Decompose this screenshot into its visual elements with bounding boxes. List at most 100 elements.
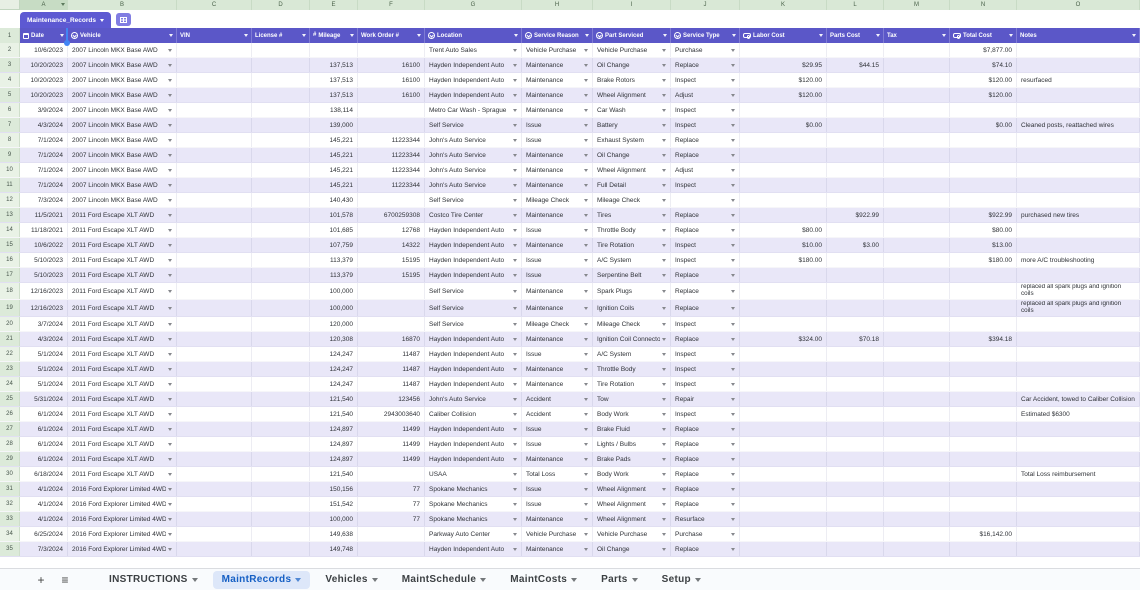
chevron-down-icon[interactable] xyxy=(513,138,517,142)
cell[interactable] xyxy=(1017,223,1140,237)
cell[interactable]: 149,638 xyxy=(310,527,358,541)
chevron-down-icon[interactable] xyxy=(584,153,588,157)
cell[interactable]: 124,247 xyxy=(310,362,358,376)
column-header-date[interactable]: Date xyxy=(20,28,68,43)
cell[interactable] xyxy=(358,193,425,207)
cell[interactable]: Trent Auto Sales xyxy=(425,43,522,57)
cell[interactable] xyxy=(827,253,884,267)
cell[interactable]: Ignition Coil Connectors xyxy=(593,332,671,346)
cell[interactable]: 145,221 xyxy=(310,148,358,162)
filter-icon[interactable] xyxy=(244,34,248,37)
cell[interactable]: Inspect xyxy=(671,377,740,391)
filter-icon[interactable] xyxy=(942,34,946,37)
cell[interactable] xyxy=(177,88,252,102)
cell[interactable]: Replace xyxy=(671,452,740,466)
cell[interactable]: 3/7/2024 xyxy=(20,317,68,331)
chevron-down-icon[interactable] xyxy=(480,577,487,582)
cell[interactable]: Issue xyxy=(522,133,593,147)
row-number[interactable]: 33 xyxy=(0,512,20,526)
cell[interactable]: $10.00 xyxy=(740,238,827,252)
cell[interactable] xyxy=(827,103,884,117)
chevron-down-icon[interactable] xyxy=(662,123,666,127)
chevron-down-icon[interactable] xyxy=(168,472,172,476)
cell[interactable]: Car Wash xyxy=(593,103,671,117)
cell[interactable]: Brake Pads xyxy=(593,452,671,466)
cell[interactable]: 2011 Ford Escape XLT AWD xyxy=(68,437,177,451)
cell[interactable]: 11499 xyxy=(358,422,425,436)
chevron-down-icon[interactable] xyxy=(662,258,666,262)
chevron-down-icon[interactable] xyxy=(584,306,588,310)
cell[interactable] xyxy=(252,133,310,147)
cell[interactable]: $3.00 xyxy=(827,238,884,252)
chevron-down-icon[interactable] xyxy=(168,228,172,232)
cell[interactable] xyxy=(177,43,252,57)
cell[interactable]: Replace xyxy=(671,148,740,162)
chevron-down-icon[interactable] xyxy=(584,382,588,386)
cell[interactable]: Hayden Independent Auto xyxy=(425,238,522,252)
chevron-down-icon[interactable] xyxy=(731,487,735,491)
cell[interactable] xyxy=(252,163,310,177)
chevron-down-icon[interactable] xyxy=(584,427,588,431)
chevron-down-icon[interactable] xyxy=(731,322,735,326)
cell[interactable]: 6/1/2024 xyxy=(20,407,68,421)
cell[interactable] xyxy=(740,193,827,207)
cell[interactable] xyxy=(740,148,827,162)
cell[interactable]: Tire Rotation xyxy=(593,377,671,391)
chevron-down-icon[interactable] xyxy=(662,289,666,293)
chevron-down-icon[interactable] xyxy=(168,273,172,277)
cell[interactable] xyxy=(177,437,252,451)
row-number[interactable]: 2 xyxy=(0,43,20,57)
cell[interactable] xyxy=(884,223,950,237)
chevron-down-icon[interactable] xyxy=(191,577,198,582)
cell[interactable] xyxy=(252,392,310,406)
chevron-down-icon[interactable] xyxy=(513,517,517,521)
cell[interactable] xyxy=(884,133,950,147)
cell[interactable] xyxy=(1017,437,1140,451)
chevron-down-icon[interactable] xyxy=(513,427,517,431)
cell[interactable]: Tow xyxy=(593,392,671,406)
cell[interactable] xyxy=(1017,377,1140,391)
cell[interactable]: 6/18/2024 xyxy=(20,467,68,481)
chevron-down-icon[interactable] xyxy=(513,228,517,232)
cell[interactable] xyxy=(950,512,1017,526)
row-number[interactable]: 5 xyxy=(0,88,20,102)
cell[interactable] xyxy=(177,467,252,481)
chevron-down-icon[interactable] xyxy=(731,108,735,112)
cell[interactable] xyxy=(252,73,310,87)
chevron-down-icon[interactable] xyxy=(731,78,735,82)
cell[interactable] xyxy=(884,73,950,87)
cell[interactable]: Accident xyxy=(522,392,593,406)
row-number[interactable]: 8 xyxy=(0,133,20,147)
chevron-down-icon[interactable] xyxy=(168,108,172,112)
filter-icon[interactable] xyxy=(169,34,173,37)
cell[interactable]: A/C System xyxy=(593,347,671,361)
cell[interactable]: 113,379 xyxy=(310,268,358,282)
cell[interactable]: 124,247 xyxy=(310,347,358,361)
cell[interactable] xyxy=(1017,133,1140,147)
chevron-down-icon[interactable] xyxy=(513,382,517,386)
tab-parts[interactable]: Parts xyxy=(592,571,647,589)
cell[interactable] xyxy=(252,238,310,252)
cell[interactable]: $394.18 xyxy=(950,332,1017,346)
chevron-down-icon[interactable] xyxy=(168,397,172,401)
cell[interactable] xyxy=(827,452,884,466)
cell[interactable]: Replace xyxy=(671,133,740,147)
chevron-down-icon[interactable] xyxy=(168,382,172,386)
cell[interactable]: Inspect xyxy=(671,362,740,376)
cell[interactable]: 77 xyxy=(358,497,425,511)
cell[interactable]: Replace xyxy=(671,208,740,222)
cell[interactable]: 2007 Lincoln MKX Base AWD xyxy=(68,178,177,192)
cell[interactable] xyxy=(950,133,1017,147)
cell[interactable] xyxy=(1017,193,1140,207)
cell[interactable]: Spokane Mechanics xyxy=(425,512,522,526)
chevron-down-icon[interactable] xyxy=(584,487,588,491)
tab-instructions[interactable]: INSTRUCTIONS xyxy=(100,571,207,589)
cell[interactable] xyxy=(950,377,1017,391)
cell[interactable]: Total Loss reimbursement xyxy=(1017,467,1140,481)
cell[interactable] xyxy=(252,223,310,237)
cell[interactable] xyxy=(827,178,884,192)
cell[interactable] xyxy=(740,208,827,222)
cell[interactable]: 15195 xyxy=(358,268,425,282)
chevron-down-icon[interactable] xyxy=(513,78,517,82)
chevron-down-icon[interactable] xyxy=(584,48,588,52)
